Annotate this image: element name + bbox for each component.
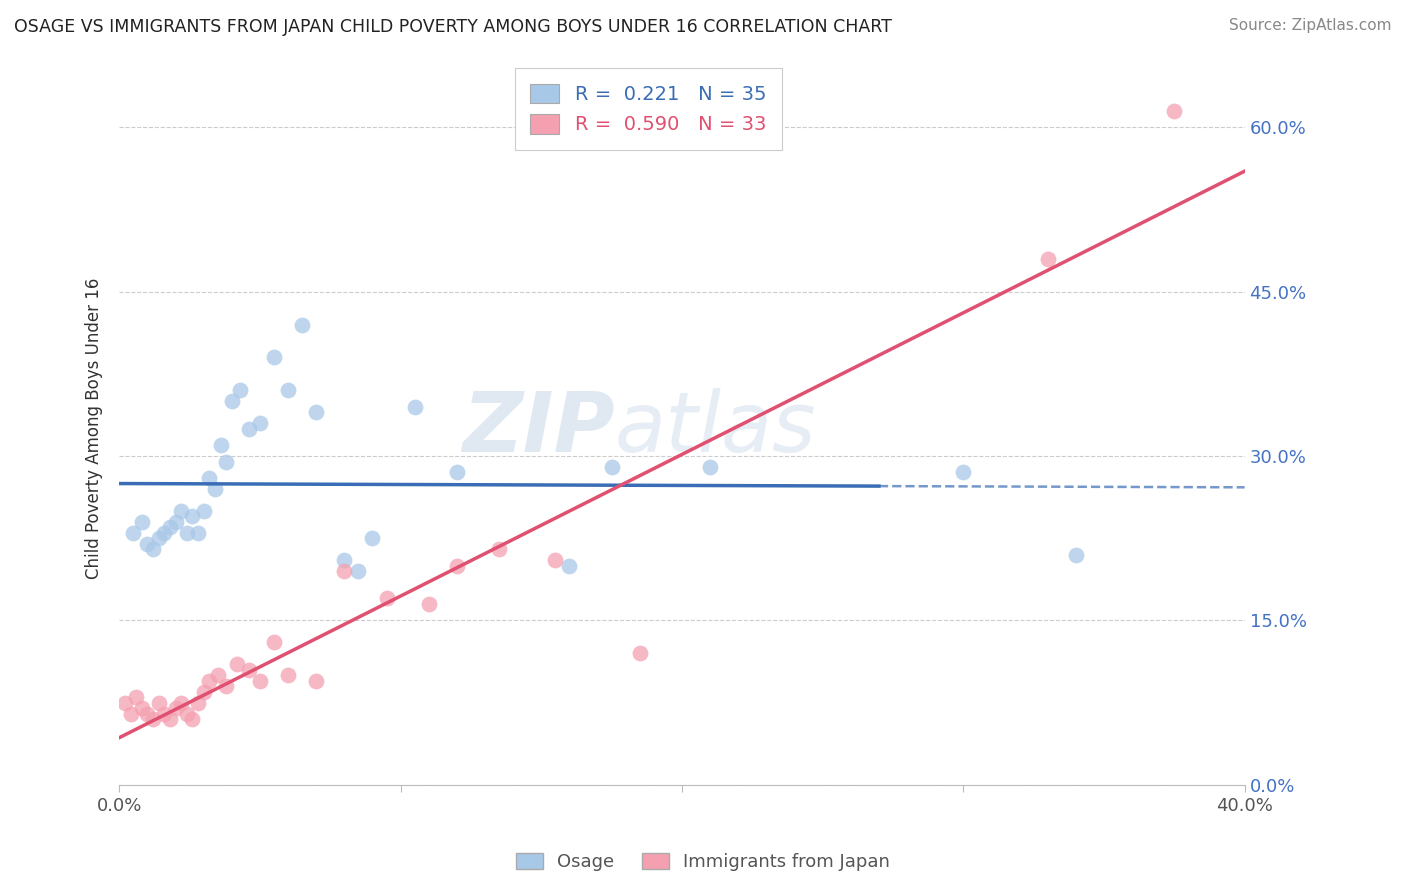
Point — [136, 537, 159, 551]
Point — [277, 384, 299, 398]
Text: OSAGE VS IMMIGRANTS FROM JAPAN CHILD POVERTY AMONG BOYS UNDER 16 CORRELATION CHA: OSAGE VS IMMIGRANTS FROM JAPAN CHILD POV… — [14, 18, 891, 36]
Point — [114, 696, 136, 710]
Point — [226, 657, 249, 672]
Point — [170, 504, 193, 518]
Point — [249, 416, 271, 430]
Point — [238, 663, 260, 677]
Point — [333, 553, 356, 567]
Point — [263, 351, 285, 365]
Point — [1163, 103, 1185, 118]
Point — [159, 712, 181, 726]
Point — [125, 690, 148, 704]
Point — [207, 668, 229, 682]
Point — [446, 466, 468, 480]
Point — [148, 696, 170, 710]
Point — [159, 520, 181, 534]
Point — [305, 405, 328, 419]
Point — [221, 394, 243, 409]
Point — [952, 466, 974, 480]
Point — [263, 635, 285, 649]
Point — [176, 525, 198, 540]
Point — [628, 646, 651, 660]
Point — [170, 696, 193, 710]
Point — [198, 471, 221, 485]
Point — [418, 597, 440, 611]
Point — [142, 542, 165, 557]
Point — [148, 531, 170, 545]
Point — [120, 706, 142, 721]
Point — [165, 515, 187, 529]
Point — [404, 400, 426, 414]
Point — [209, 438, 232, 452]
Point — [215, 454, 238, 468]
Point — [165, 701, 187, 715]
Text: Source: ZipAtlas.com: Source: ZipAtlas.com — [1229, 18, 1392, 33]
Point — [187, 525, 209, 540]
Point — [375, 591, 398, 606]
Point — [544, 553, 567, 567]
Point — [142, 712, 165, 726]
Point — [699, 460, 721, 475]
Point — [229, 384, 252, 398]
Point — [181, 509, 204, 524]
Point — [153, 525, 176, 540]
Point — [333, 564, 356, 578]
Point — [198, 673, 221, 688]
Point — [361, 531, 384, 545]
Point — [488, 542, 510, 557]
Point — [131, 701, 153, 715]
Point — [187, 696, 209, 710]
Point — [1036, 252, 1059, 266]
Point — [131, 515, 153, 529]
Point — [291, 318, 314, 332]
Point — [204, 482, 226, 496]
Point — [215, 679, 238, 693]
Point — [176, 706, 198, 721]
Text: atlas: atlas — [614, 388, 815, 469]
Point — [193, 684, 215, 698]
Y-axis label: Child Poverty Among Boys Under 16: Child Poverty Among Boys Under 16 — [86, 278, 103, 579]
Point — [305, 673, 328, 688]
Point — [446, 558, 468, 573]
Point — [600, 460, 623, 475]
Text: ZIP: ZIP — [461, 388, 614, 469]
Point — [347, 564, 370, 578]
Point — [277, 668, 299, 682]
Point — [153, 706, 176, 721]
Point — [193, 504, 215, 518]
Point — [249, 673, 271, 688]
Legend: R =  0.221   N = 35, R =  0.590   N = 33: R = 0.221 N = 35, R = 0.590 N = 33 — [515, 68, 782, 150]
Point — [1064, 548, 1087, 562]
Point — [238, 422, 260, 436]
Point — [122, 525, 145, 540]
Point — [181, 712, 204, 726]
Point — [136, 706, 159, 721]
Point — [558, 558, 581, 573]
Legend: Osage, Immigrants from Japan: Osage, Immigrants from Japan — [509, 846, 897, 879]
